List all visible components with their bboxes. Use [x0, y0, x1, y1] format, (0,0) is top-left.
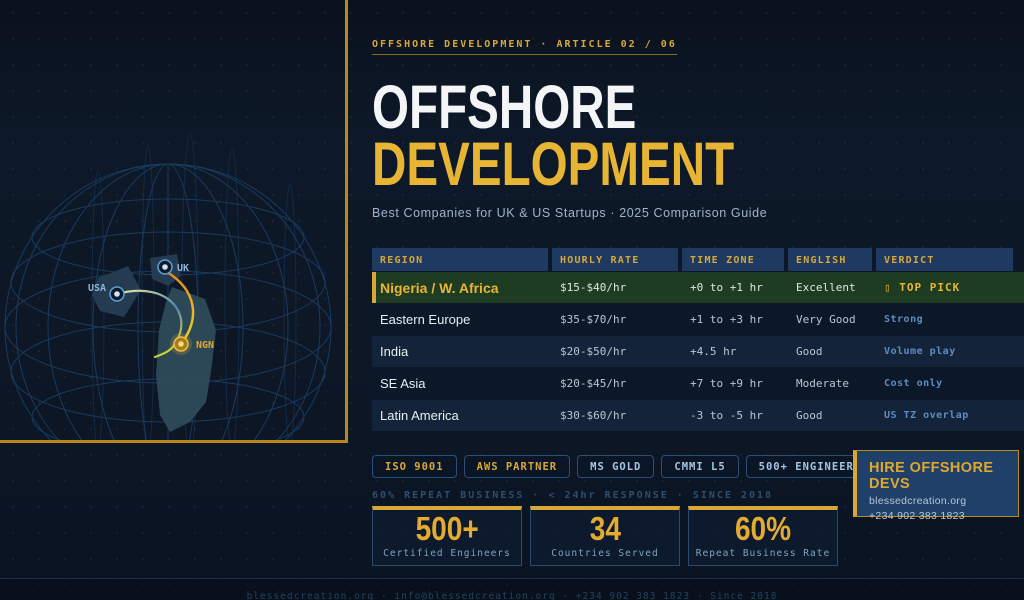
table-header-cell: HOURLY RATE: [552, 248, 678, 272]
cell-hourly-rate: $35-$70/hr: [560, 313, 627, 327]
cell-verdict: Strong: [884, 314, 924, 326]
cell-region: SE Asia: [380, 376, 426, 392]
cell-hourly-rate: $20-$45/hr: [560, 377, 627, 391]
title-line-1: OFFSHORE: [372, 73, 637, 141]
stats-row: 500+ Certified Engineers 34 Countries Se…: [372, 506, 838, 566]
cell-hourly-rate: $15-$40/hr: [560, 281, 627, 295]
cell-verdict: ▯ TOP PICK: [884, 281, 961, 295]
main-content: OFFSHORE DEVELOPMENT · ARTICLE 02 / 06 O…: [372, 34, 1024, 432]
cell-verdict: Volume play: [884, 346, 956, 358]
table-row: Latin America $30-$60/hr -3 to -5 hr Goo…: [372, 400, 1024, 432]
node-label-ngn: NGN: [196, 340, 214, 351]
cell-verdict: Cost only: [884, 378, 943, 390]
cta-title: HIRE OFFSHORE DEVS: [869, 460, 994, 492]
node-uk: [157, 259, 173, 275]
stat-label: Certified Engineers: [383, 547, 511, 559]
cell-english: Very Good: [796, 313, 856, 327]
cell-english: Excellent: [796, 281, 856, 295]
cell-time-zone: +7 to +9 hr: [690, 377, 763, 391]
title-line-2: DEVELOPMENT: [372, 129, 735, 198]
subtitle: Best Companies for UK & US Startups · 20…: [372, 206, 768, 221]
cell-hourly-rate: $30-$60/hr: [560, 409, 627, 423]
cell-region: Nigeria / W. Africa: [380, 279, 499, 296]
cell-english: Good: [796, 345, 823, 359]
arc-uk-to-ngn: [165, 270, 195, 346]
table-row: Nigeria / W. Africa $15-$40/hr +0 to +1 …: [372, 272, 1024, 304]
arc-usa-to-ngn: [119, 289, 183, 359]
node-ngn: [170, 333, 192, 355]
stat-label: Countries Served: [551, 547, 659, 559]
stat-value: 34: [589, 510, 621, 547]
cell-region: Latin America: [380, 408, 459, 424]
globe-graphic: USA UK NGN: [4, 134, 332, 440]
cell-region: Eastern Europe: [380, 312, 471, 328]
cell-time-zone: +4.5 hr: [690, 345, 737, 359]
globe-panel: USA UK NGN: [0, 0, 348, 443]
table-row: Eastern Europe $35-$70/hr +1 to +3 hr Ve…: [372, 304, 1024, 336]
stat-label: Repeat Business Rate: [695, 547, 831, 559]
credential-badge: MS GOLD: [577, 455, 655, 478]
hire-cta-card[interactable]: HIRE OFFSHORE DEVS blessedcreation.org +…: [853, 450, 1019, 522]
table-row: India $20-$50/hr +4.5 hr Good Volume pla…: [372, 336, 1024, 368]
table-header-row: REGION HOURLY RATE TIME ZONE ENGLISH VERDICT: [372, 248, 1013, 272]
cell-time-zone: +1 to +3 hr: [690, 313, 763, 327]
stat-value: 60%: [734, 510, 792, 547]
cta-website: blessedcreation.org: [869, 495, 967, 507]
node-label-uk: UK: [177, 263, 189, 274]
node-usa: [109, 286, 125, 302]
cta-phone: +234 902 383 1823: [869, 510, 965, 522]
node-label-usa: USA: [88, 283, 106, 294]
footer-contact-line: blessedcreation.org · info@blessedcreati…: [246, 591, 778, 600]
stat-box: 500+ Certified Engineers: [372, 506, 522, 566]
table-header-cell: TIME ZONE: [682, 248, 784, 272]
article-kicker: OFFSHORE DEVELOPMENT · ARTICLE 02 / 06: [372, 39, 677, 55]
cell-english: Moderate: [796, 377, 849, 391]
cell-verdict: US TZ overlap: [884, 410, 969, 422]
credential-badge: 500+ ENGINEERS: [745, 455, 875, 478]
cell-english: Good: [796, 409, 823, 423]
credential-badge: AWS PARTNER: [463, 455, 571, 478]
table-header-cell: VERDICT: [876, 248, 1013, 272]
bottom-strip: ISO 9001 AWS PARTNER MS GOLD CMMI L5 500+ EN…: [0, 446, 1024, 578]
cell-time-zone: +0 to +1 hr: [690, 281, 763, 295]
stat-value: 500+: [415, 510, 479, 547]
credential-badge: ISO 9001: [372, 455, 457, 478]
cell-time-zone: -3 to -5 hr: [690, 409, 763, 423]
table-header-cell: ENGLISH: [788, 248, 872, 272]
table-row: SE Asia $20-$45/hr +7 to +9 hr Moderate …: [372, 368, 1024, 400]
stat-box: 34 Countries Served: [530, 506, 680, 566]
cell-region: India: [380, 344, 409, 360]
credential-badge: CMMI L5: [661, 455, 739, 478]
table-header-cell: REGION: [372, 248, 548, 272]
cell-hourly-rate: $20-$50/hr: [560, 345, 627, 359]
footer: blessedcreation.org · info@blessedcreati…: [0, 578, 1024, 600]
stat-box: 60% Repeat Business Rate: [688, 506, 838, 566]
table-body: Nigeria / W. Africa $15-$40/hr +0 to +1 …: [372, 272, 1024, 432]
meta-line: 60% REPEAT BUSINESS · < 24hr RESPONSE · …: [372, 490, 774, 501]
comparison-table: REGION HOURLY RATE TIME ZONE ENGLISH VERDICT…: [372, 248, 1024, 432]
